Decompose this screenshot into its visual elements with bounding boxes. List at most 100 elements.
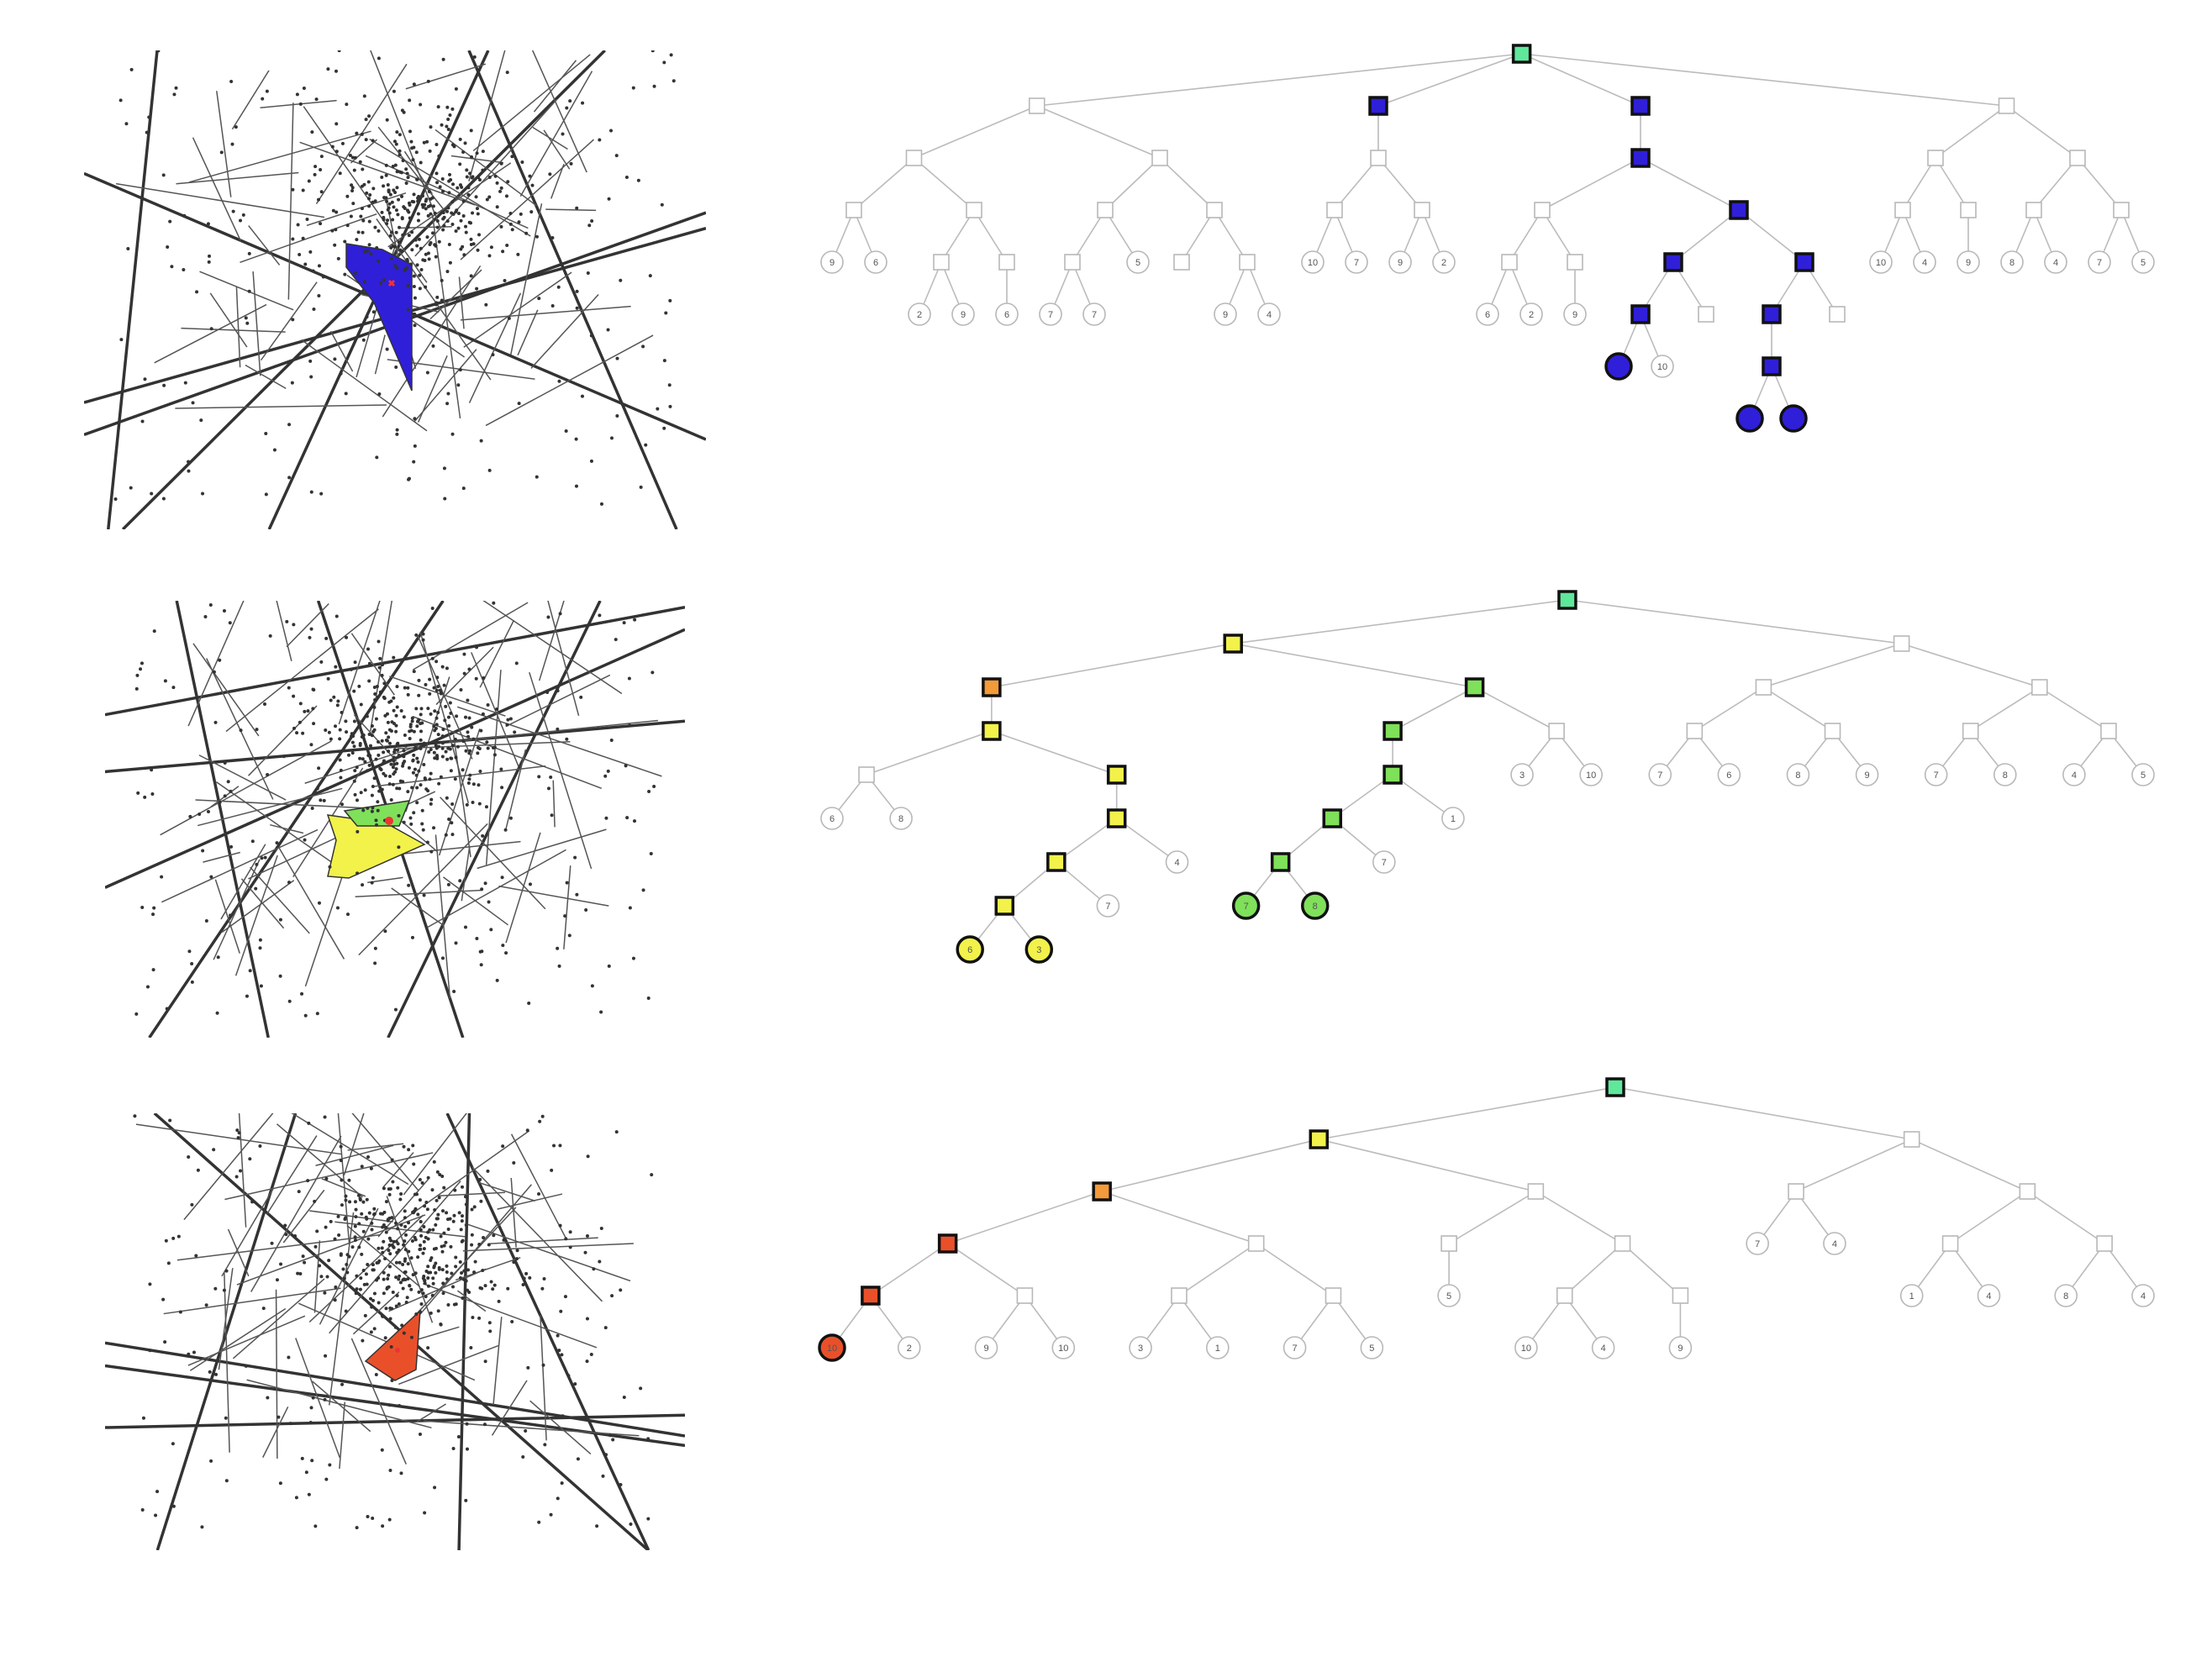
data-point [508,816,513,820]
data-point [366,1237,371,1241]
data-point [345,1263,349,1267]
tree-edge [1181,209,1215,263]
data-point [615,413,619,418]
tree-edge [1036,53,1522,107]
split-line [192,643,260,737]
data-point [364,1215,368,1219]
data-point [482,1422,487,1427]
leaf-label: 6 [1726,770,1731,781]
data-point [334,228,338,232]
data-point [307,1492,311,1496]
data-point [461,245,465,249]
data-point [301,236,305,240]
leaf-label: 4 [1832,1239,1837,1249]
data-point [402,110,406,114]
data-point [421,258,425,262]
data-point [412,460,416,464]
query-point [395,1348,400,1353]
data-point [487,254,492,258]
data-point [407,234,411,238]
split-line [215,781,349,875]
data-point [508,222,513,226]
data-point [371,1517,375,1521]
tree-edge [2033,157,2078,211]
data-point [426,1276,430,1280]
data-point [452,989,456,993]
data-point [480,949,484,954]
data-point [385,199,389,203]
data-point [354,1207,358,1212]
data-point [650,670,655,675]
data-point [422,1247,426,1251]
leaf-node: 6 [1717,763,1741,786]
data-point [387,1187,391,1191]
leaf-label: 2 [1529,310,1534,320]
data-point [449,1244,453,1249]
data-point [515,1249,519,1253]
split-node [2100,723,2117,739]
data-point [458,368,462,372]
data-point [521,1283,525,1287]
data-point [279,1262,283,1266]
tree-edge [1233,599,1568,644]
data-point [432,686,436,690]
leaf-label: 9 [1677,1344,1683,1354]
data-point [261,1307,266,1311]
data-point [367,763,371,767]
data-point [421,638,425,642]
data-point [395,742,399,746]
data-point [400,194,404,198]
split-line [260,281,318,361]
data-point [470,725,474,729]
tree-edge [1256,1243,1334,1296]
data-point [444,749,448,754]
data-point [365,1282,369,1286]
leaf-label: 7 [1244,902,1249,912]
split-line [187,1315,306,1366]
data-point [386,208,390,212]
data-point [360,1212,364,1216]
data-point [387,1249,391,1253]
data-point [224,1479,229,1483]
data-point [454,1302,458,1307]
data-point [466,1268,470,1272]
data-point [440,176,445,181]
data-point [575,206,579,210]
data-point [403,268,407,272]
data-point [361,1269,366,1273]
data-point [447,191,451,195]
data-point [464,230,468,234]
data-point [188,814,192,818]
data-point [466,1447,470,1451]
data-point [183,381,187,385]
split-line [547,601,580,717]
highlighted-split-node [1368,96,1388,116]
data-point [406,225,410,229]
data-point [420,721,424,725]
leaf-node: 6 [864,250,887,274]
data-point [430,606,434,610]
split-node [933,254,950,271]
data-point [370,1305,374,1309]
data-point [319,155,324,159]
data-point [495,707,499,712]
data-point [520,160,524,164]
data-point [565,106,569,110]
data-point [454,941,458,945]
data-point [411,770,415,775]
split-line [260,99,337,108]
split-node [1672,1287,1689,1304]
data-point [151,968,155,972]
data-point [394,208,398,213]
data-point [458,1259,462,1264]
data-point [575,892,579,897]
split-line [343,1113,365,1176]
data-point [309,627,313,631]
split-line [301,339,428,432]
leaf-label: 9 [1865,770,1870,781]
data-point [441,211,445,215]
partition-lines [105,1113,685,1550]
data-point [191,401,195,405]
data-point [391,782,395,786]
data-point [649,851,653,855]
